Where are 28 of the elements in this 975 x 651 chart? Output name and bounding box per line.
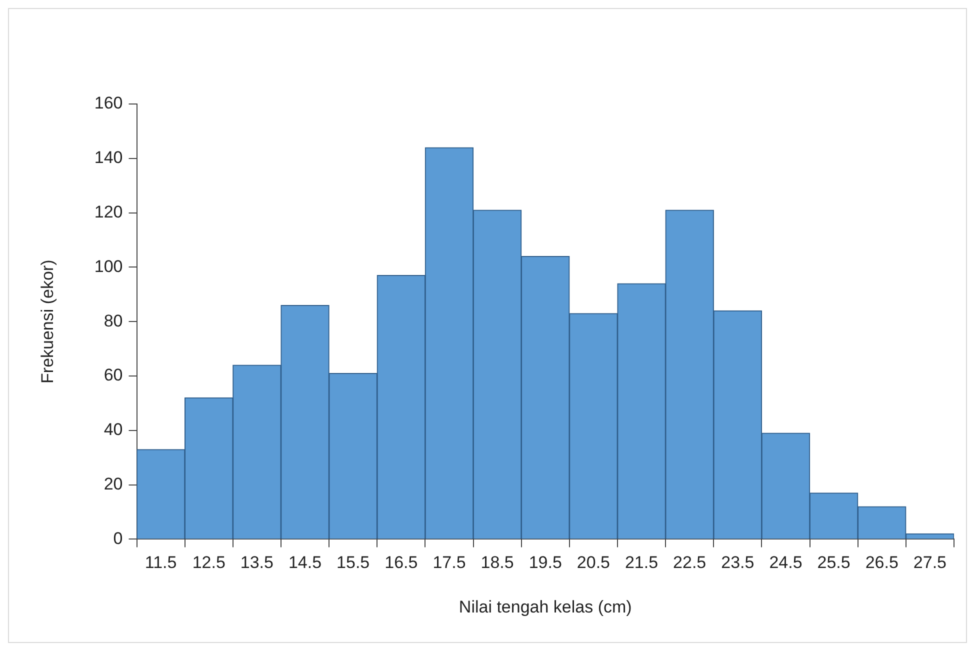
y-tick-label: 40 [104, 420, 123, 440]
x-tick-label: 13.5 [240, 553, 274, 572]
x-tick-label: 12.5 [192, 553, 226, 572]
x-tick-label: 18.5 [480, 553, 514, 572]
y-tick-label: 60 [104, 366, 123, 385]
y-tick-label: 80 [104, 311, 123, 330]
y-tick-label: 140 [94, 148, 123, 168]
y-tick-label: 160 [94, 94, 123, 113]
y-tick-label: 120 [94, 202, 123, 222]
x-tick-label: 24.5 [769, 553, 802, 572]
x-tick-label: 27.5 [913, 553, 947, 572]
x-tick-label: 21.5 [624, 553, 658, 572]
x-tick-label: 15.5 [336, 553, 370, 572]
x-axis-title: Nilai tengah kelas (cm) [458, 597, 632, 616]
x-tick-label: 19.5 [528, 553, 562, 572]
x-tick-label: 20.5 [576, 553, 610, 572]
x-tick-label: 23.5 [721, 553, 754, 572]
y-tick-label: 0 [113, 528, 123, 548]
y-tick-label: 20 [104, 474, 123, 494]
x-tick-label: 25.5 [817, 553, 850, 572]
y-axis-title: Frekuensi (ekor) [38, 260, 57, 384]
x-tick-label: 16.5 [384, 553, 418, 572]
x-tick-label: 17.5 [432, 553, 466, 572]
x-tick-label: 11.5 [144, 553, 177, 572]
x-tick-label: 26.5 [865, 553, 898, 572]
y-tick-label: 100 [94, 256, 123, 276]
x-tick-label: 14.5 [288, 553, 322, 572]
x-tick-label: 22.5 [673, 553, 706, 572]
